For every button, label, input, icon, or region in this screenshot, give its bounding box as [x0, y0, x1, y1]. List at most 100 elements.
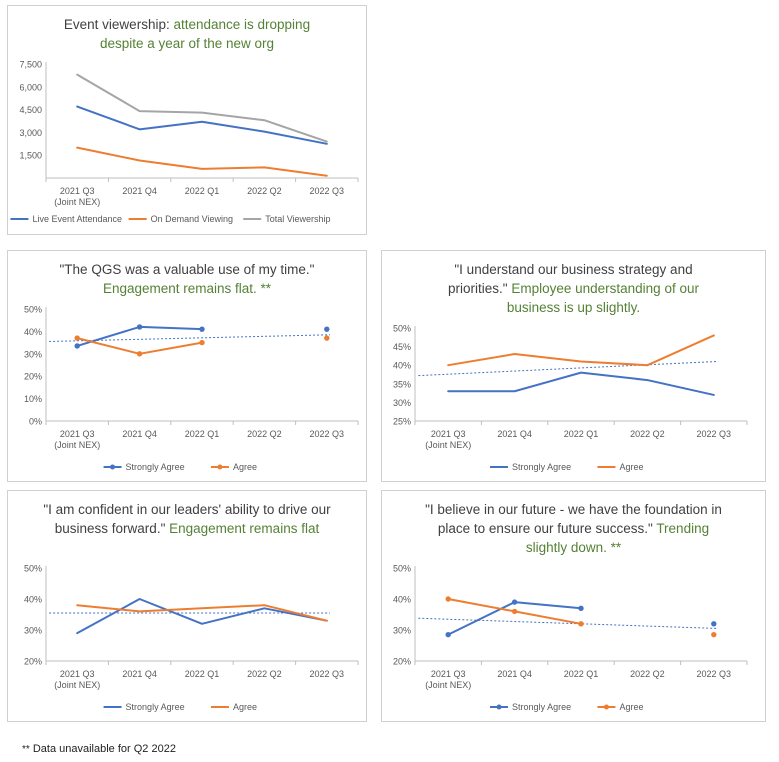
legend-marker [496, 704, 502, 710]
x-tick-label-line: (Joint NEX) [425, 440, 471, 450]
x-tick-label-line: 2022 Q2 [247, 429, 282, 439]
y-tick-label: 50% [24, 305, 42, 315]
chart-title: "I understand our business strategy and … [382, 260, 765, 317]
y-tick-label: 45% [393, 342, 411, 352]
x-tick-label-line: 2022 Q3 [697, 669, 732, 679]
chart-title-main: Event viewership: [63, 17, 174, 32]
data-point [74, 343, 80, 349]
y-tick-label: 20% [24, 372, 42, 382]
x-tick-label-line: 2022 Q1 [564, 429, 599, 439]
legend-label: Agree [233, 462, 257, 472]
x-tick-label-line: 2022 Q1 [564, 669, 599, 679]
x-tick-label-line: 2021 Q4 [122, 429, 157, 439]
x-tick-label-line: 2021 Q3 [431, 669, 466, 679]
data-point [711, 631, 717, 638]
legend-label: Strongly Agree [512, 462, 571, 472]
x-tick-label: 2021 Q4 [122, 429, 157, 439]
chart-future: 20% 30% 40% 50% 2021 Q3 (Joint NEX) 2021 Q4 202… [393, 564, 748, 712]
y-tick-label: 30% [24, 626, 42, 636]
chart-title-highlight: Engagement remains flat. ** [102, 281, 272, 296]
data-point [445, 631, 451, 638]
x-tick-label-line: 2022 Q3 [310, 429, 345, 439]
x-tick-label: 2022 Q1 [185, 186, 220, 196]
y-tick-label: 40% [24, 327, 42, 337]
legend-item: On Demand Viewing [128, 214, 233, 224]
x-tick-label-line: 2021 Q3 [60, 669, 95, 679]
chart-title-main: "I understand our business strategy and … [448, 262, 693, 296]
x-tick-label-line: (Joint NEX) [425, 680, 471, 690]
legend-label: Strongly Agree [126, 462, 185, 472]
x-tick-label: 2022 Q2 [630, 429, 665, 439]
chart-title-highlight: Trending slightly down. ** [525, 521, 710, 555]
x-tick-label: 2021 Q4 [497, 669, 532, 679]
x-tick-label-line: 2021 Q3 [431, 429, 466, 439]
x-tick-label: 2022 Q3 [310, 669, 345, 679]
legend-item: Agree [597, 462, 643, 472]
x-tick-label: 2021 Q3 (Joint NEX) [54, 186, 100, 207]
y-tick-label: 50% [393, 564, 411, 574]
x-tick-label: 2021 Q4 [122, 186, 157, 196]
x-tick-label: 2022 Q2 [247, 429, 282, 439]
legend-item: Agree [210, 462, 257, 472]
y-tick-label: 1,500 [19, 151, 42, 161]
y-tick-label: 25% [393, 417, 411, 427]
x-tick-label: 2022 Q2 [630, 669, 665, 679]
data-point [711, 621, 717, 627]
legend-item: Strongly Agree [103, 702, 185, 712]
x-tick-label-line: 2021 Q3 [60, 429, 95, 439]
chart-panel-viewership: Event viewership: attendance is dropping… [7, 5, 367, 235]
legend-marker [110, 464, 116, 470]
x-tick-label: 2022 Q1 [185, 429, 220, 439]
x-tick-label: 2021 Q3 (Joint NEX) [54, 429, 100, 450]
footnote-stars: ** [22, 744, 30, 755]
series-line [447, 601, 582, 636]
x-tick-label-line: 2022 Q3 [310, 669, 345, 679]
chart-qgs: 0%10%20%30%40%50%2021 Q3 (Joint NEX)2021 … [24, 305, 359, 472]
data-point [445, 596, 451, 602]
x-tick-label: 2022 Q3 [697, 429, 732, 439]
data-point [324, 335, 330, 341]
chart-strategy: 25% 30% 35% 40% 45% 50% 2021 Q3 (Joint NEX) 2021… [393, 324, 748, 472]
legend-label: Strongly Agree [126, 702, 185, 712]
x-tick-label: 2022 Q2 [247, 186, 282, 196]
legend-label: Agree [619, 702, 643, 712]
x-tick-label: 2022 Q3 [310, 429, 345, 439]
legend-label: Live Event Attendance [32, 214, 122, 224]
y-tick-label: 6,000 [19, 82, 42, 92]
y-tick-label: 30% [393, 398, 411, 408]
trendline [418, 617, 718, 629]
y-tick-label: 35% [393, 379, 411, 389]
data-point [578, 621, 584, 627]
x-tick-label: 2022 Q1 [564, 669, 599, 679]
x-tick-label-line: 2022 Q3 [310, 186, 345, 196]
x-tick-label-line: 2021 Q3 [60, 186, 95, 196]
data-point [136, 351, 143, 357]
y-tick-label: 7,500 [19, 60, 42, 70]
y-tick-label: 50% [393, 324, 411, 334]
y-tick-label: 20% [393, 657, 411, 667]
x-tick-label-line: 2022 Q2 [247, 669, 282, 679]
y-tick-label: 30% [393, 626, 411, 636]
chart-panel-strategy: "I understand our business strategy and … [381, 250, 766, 482]
x-tick-label-line: (Joint NEX) [54, 680, 100, 690]
legend-label: Total Viewership [265, 214, 330, 224]
legend-item: Agree [210, 702, 257, 712]
chart-title-highlight: attendance is dropping despite a year of… [99, 17, 311, 51]
x-tick-label: 2022 Q3 [697, 669, 732, 679]
y-tick-label: 40% [393, 361, 411, 371]
x-tick-label-line: 2022 Q1 [185, 669, 220, 679]
chart-title: "I am confident in our leaders' ability … [8, 500, 366, 538]
legend-item: Strongly Agree [490, 462, 571, 472]
y-tick-label: 10% [24, 394, 42, 404]
x-tick-label-line: 2021 Q4 [122, 669, 157, 679]
x-tick-label-line: 2021 Q4 [122, 186, 157, 196]
trendline [418, 360, 718, 377]
y-tick-label: 40% [24, 595, 42, 605]
x-tick-label-line: 2021 Q4 [497, 669, 532, 679]
legend-label: Agree [619, 462, 643, 472]
y-tick-label: 30% [24, 349, 42, 359]
x-tick-label-line: 2021 Q4 [497, 429, 532, 439]
x-tick-label-line: 2022 Q1 [185, 429, 220, 439]
chart-title-main: "The QGS was a valuable use of my time." [59, 262, 315, 277]
y-tick-label: 0% [29, 417, 42, 427]
